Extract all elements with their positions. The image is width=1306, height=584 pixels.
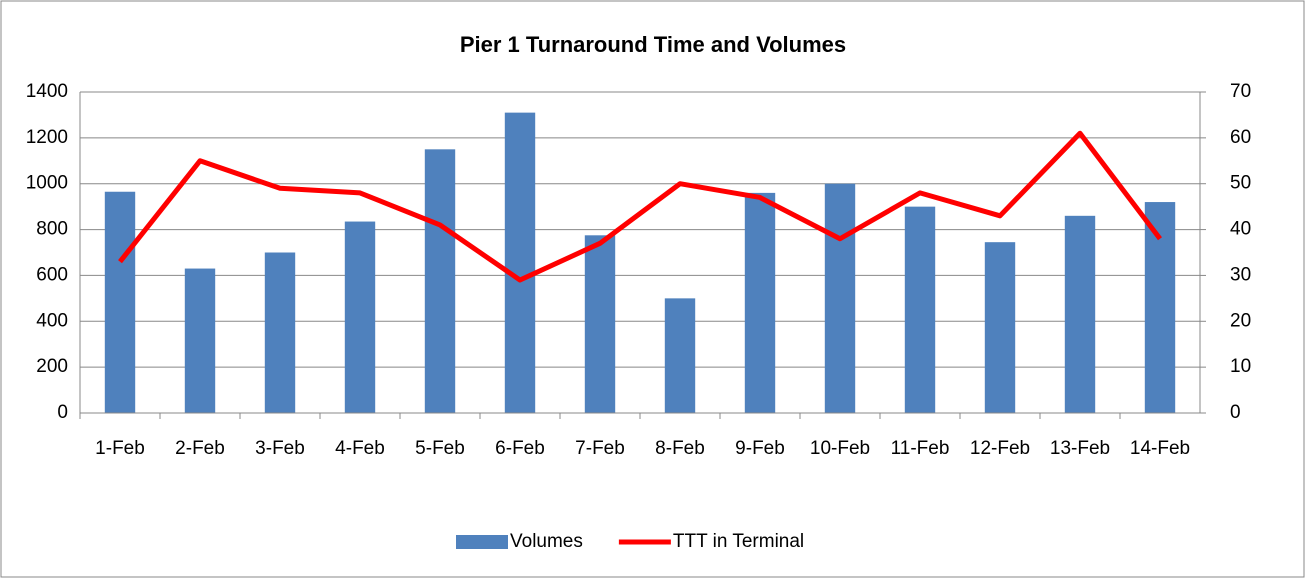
bar: [824, 183, 856, 413]
y-tick-label: 0: [57, 402, 68, 423]
x-tick-label: 7-Feb: [575, 438, 625, 459]
y2-tick-label: 60: [1230, 127, 1251, 148]
y-tick-label: 800: [36, 219, 68, 240]
x-tick-label: 14-Feb: [1130, 438, 1190, 459]
y-tick-label: 1200: [26, 127, 68, 148]
y2-tick-label: 0: [1230, 402, 1241, 423]
x-tick-label: 11-Feb: [891, 438, 950, 459]
x-tick-label: 13-Feb: [1050, 438, 1110, 459]
bar: [664, 298, 696, 413]
x-tick-label: 6-Feb: [495, 438, 545, 459]
bar: [424, 149, 456, 414]
y2-tick-label: 50: [1230, 173, 1251, 194]
legend-label: Volumes: [510, 531, 583, 552]
x-tick-label: 9-Feb: [735, 438, 785, 459]
x-tick-label: 2-Feb: [175, 438, 225, 459]
bar: [744, 192, 776, 413]
x-tick-label: 10-Feb: [810, 438, 870, 459]
y2-tick-label: 30: [1230, 264, 1251, 285]
bar: [904, 206, 936, 413]
y-tick-label: 1400: [26, 81, 68, 102]
x-tick-label: 4-Feb: [335, 438, 385, 459]
bar: [1064, 215, 1096, 413]
bar: [1144, 202, 1176, 413]
chart-title: Pier 1 Turnaround Time and Volumes: [460, 32, 846, 57]
x-tick-label: 1-Feb: [95, 438, 145, 459]
bar: [264, 252, 296, 413]
line: [118, 130, 1162, 283]
y-tick-label: 200: [36, 356, 68, 377]
y2-tick-label: 10: [1230, 356, 1251, 377]
y-tick-label: 600: [36, 264, 68, 285]
x-tick-label: 5-Feb: [415, 438, 465, 459]
bar: [984, 242, 1016, 413]
legend-label: TTT in Terminal: [673, 531, 804, 552]
x-tick-label: 8-Feb: [655, 438, 705, 459]
y-tick-label: 400: [36, 310, 68, 331]
y-tick-label: 1000: [26, 173, 68, 194]
bar: [344, 221, 376, 413]
x-tick-label: 12-Feb: [970, 438, 1030, 459]
bar: [104, 191, 136, 413]
y2-tick-label: 20: [1230, 310, 1251, 331]
y2-tick-label: 70: [1230, 81, 1251, 102]
bar: [584, 235, 616, 413]
legend-swatch: [456, 535, 508, 549]
y2-tick-label: 40: [1230, 219, 1251, 240]
bar: [184, 268, 216, 413]
x-tick-label: 3-Feb: [255, 438, 305, 459]
bar: [504, 112, 536, 413]
